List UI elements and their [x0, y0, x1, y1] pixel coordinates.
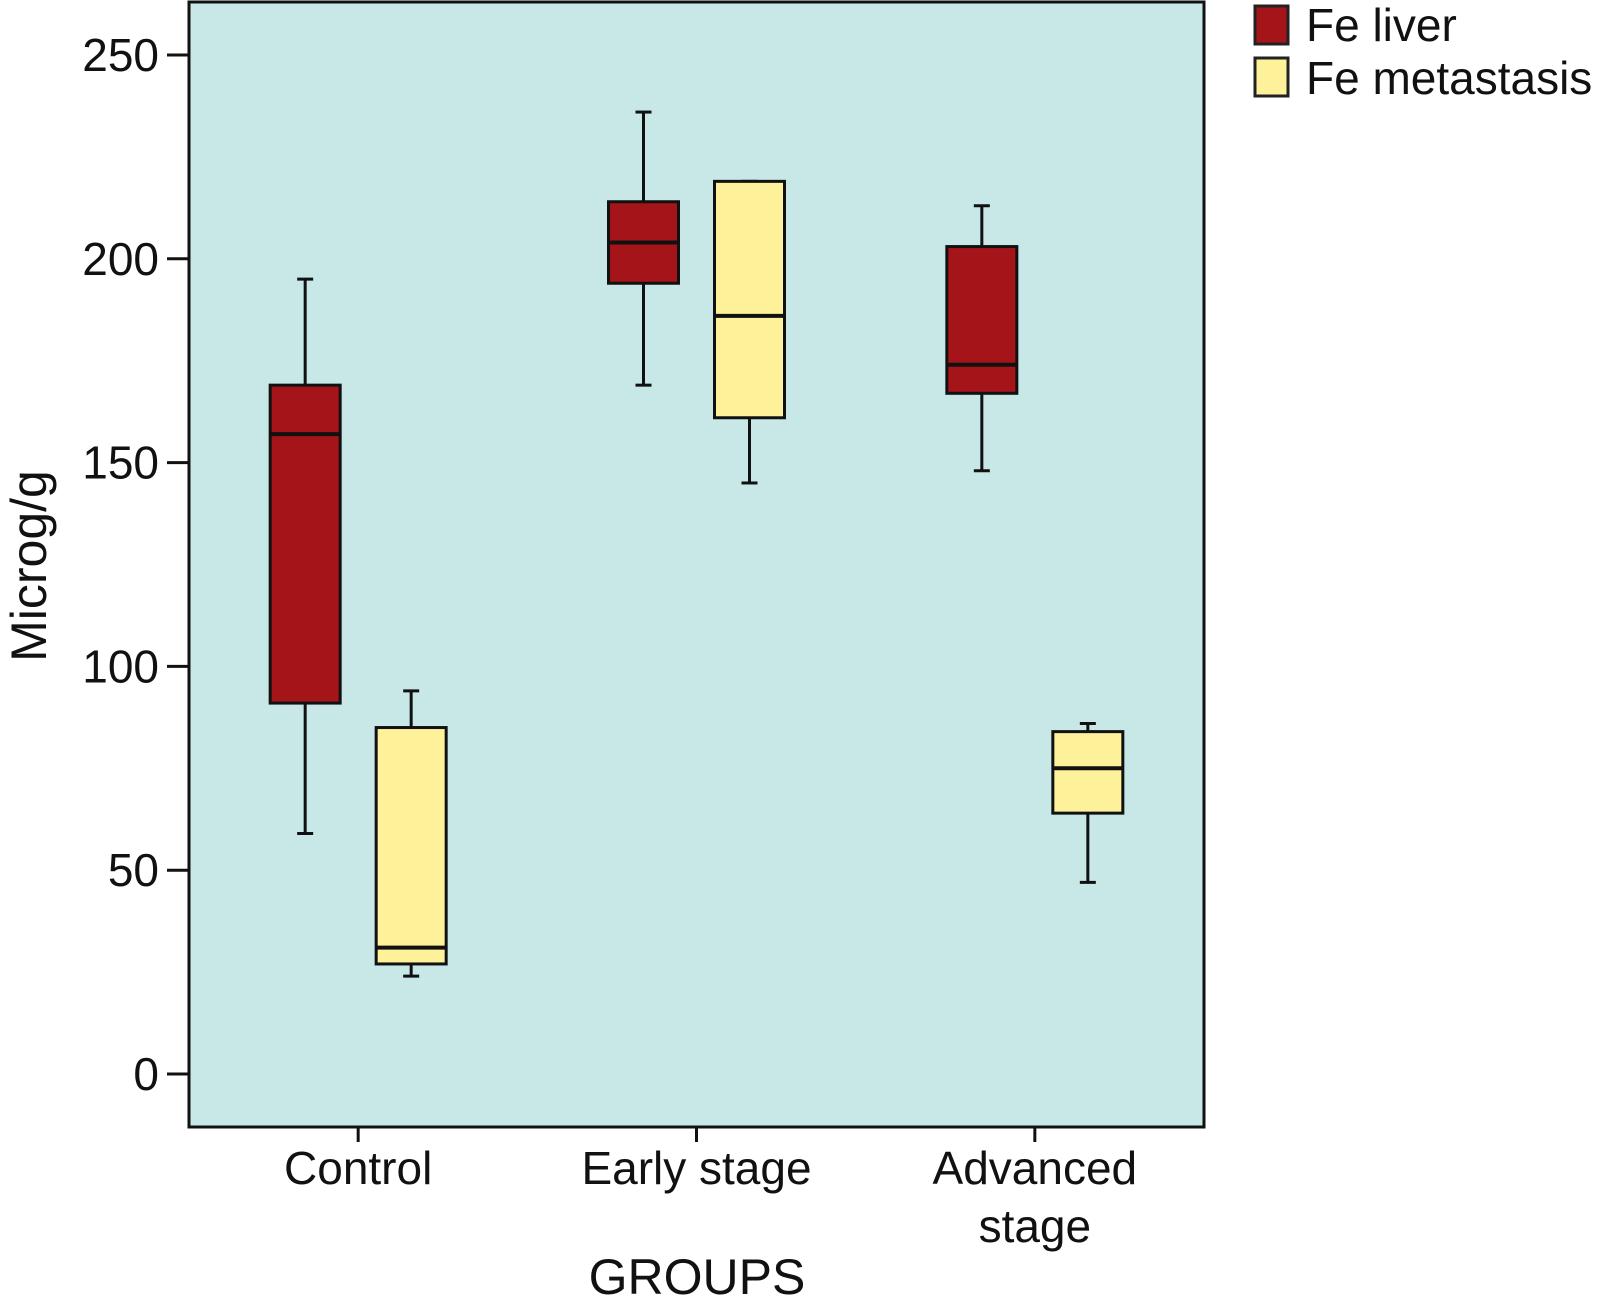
x-tick-label-2-0: Advanced — [933, 1142, 1138, 1194]
box-fe-liver-1 — [607, 110, 680, 387]
y-axis-title: Microg/g — [1, 470, 57, 662]
x-tick-label-1-0: Early stage — [581, 1142, 811, 1194]
y-tick-label-50: 50 — [108, 844, 159, 896]
box-fe-metastasis-1 — [713, 179, 786, 485]
y-tick-label-100: 100 — [82, 640, 159, 692]
x-tick-label-0-0: Control — [284, 1142, 432, 1194]
legend: Fe liver Fe metastasis — [1253, 0, 1592, 104]
y-tick-label-150: 150 — [82, 437, 159, 489]
x-tick-label-2-1: stage — [979, 1200, 1092, 1252]
box-fe-liver-2 — [945, 204, 1019, 473]
legend-label-fe-liver: Fe liver — [1306, 0, 1457, 51]
legend-label-fe-metastasis: Fe metastasis — [1306, 52, 1592, 104]
y-tick-label-250: 250 — [82, 29, 159, 81]
y-tick-label-0: 0 — [133, 1048, 159, 1100]
box-iqr — [374, 726, 448, 966]
y-tick-label-200: 200 — [82, 233, 159, 285]
x-axis-title: GROUPS — [589, 1249, 806, 1305]
box-fe-liver-0 — [268, 277, 342, 836]
legend-item-fe-liver: Fe liver — [1253, 0, 1457, 51]
box-iqr — [1051, 730, 1125, 815]
box-fe-metastasis-2 — [1051, 721, 1125, 884]
box-iqr — [713, 179, 786, 420]
box-iqr — [268, 383, 342, 705]
x-axis: Control Early stage Advanced stage — [284, 1127, 1137, 1252]
box-fe-metastasis-0 — [374, 689, 448, 978]
legend-item-fe-metastasis: Fe metastasis — [1253, 52, 1592, 104]
boxes-layer — [268, 110, 1125, 978]
legend-swatch-fe-liver — [1253, 4, 1290, 46]
box-iqr — [945, 245, 1019, 395]
y-axis: 0 50 100 150 200 250 — [82, 29, 189, 1100]
legend-swatch-fe-metastasis — [1253, 56, 1290, 98]
plot-area — [187, 0, 1206, 1129]
